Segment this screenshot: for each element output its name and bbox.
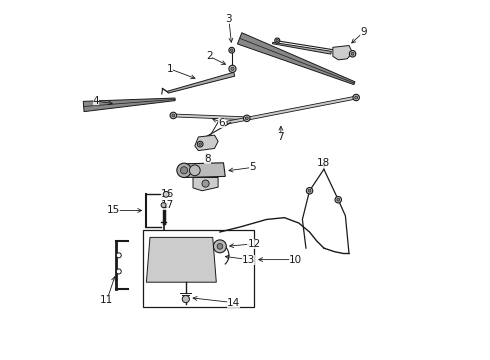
- Circle shape: [349, 50, 356, 57]
- Circle shape: [202, 180, 209, 187]
- Text: 9: 9: [360, 27, 367, 37]
- Circle shape: [351, 52, 354, 55]
- Text: 10: 10: [289, 255, 302, 265]
- Circle shape: [190, 165, 200, 176]
- Circle shape: [116, 269, 122, 274]
- Circle shape: [199, 143, 201, 145]
- Circle shape: [116, 253, 122, 258]
- Circle shape: [180, 167, 188, 174]
- Polygon shape: [272, 42, 331, 54]
- Text: 6: 6: [219, 118, 225, 128]
- Circle shape: [217, 243, 223, 249]
- Circle shape: [353, 94, 359, 101]
- Polygon shape: [147, 237, 216, 282]
- Text: 12: 12: [247, 239, 261, 249]
- Polygon shape: [193, 177, 218, 191]
- Circle shape: [276, 39, 278, 42]
- Circle shape: [335, 197, 342, 203]
- Circle shape: [161, 203, 166, 208]
- Circle shape: [170, 112, 176, 119]
- Polygon shape: [168, 72, 235, 93]
- Text: 14: 14: [227, 298, 240, 308]
- Circle shape: [245, 117, 248, 120]
- Circle shape: [214, 240, 226, 253]
- Circle shape: [244, 115, 250, 122]
- Circle shape: [275, 38, 280, 43]
- Text: 3: 3: [225, 14, 232, 24]
- Polygon shape: [333, 45, 353, 60]
- Text: 1: 1: [167, 64, 173, 74]
- Circle shape: [230, 49, 233, 51]
- Circle shape: [197, 141, 203, 147]
- Circle shape: [182, 296, 190, 303]
- Text: 15: 15: [106, 206, 120, 216]
- Circle shape: [306, 188, 313, 194]
- Circle shape: [229, 65, 236, 72]
- Text: 5: 5: [249, 162, 255, 172]
- Polygon shape: [173, 114, 247, 120]
- Text: 7: 7: [277, 132, 284, 142]
- Circle shape: [229, 47, 235, 53]
- Circle shape: [308, 189, 311, 192]
- Text: 11: 11: [100, 295, 114, 305]
- Text: 13: 13: [242, 255, 255, 265]
- Text: 17: 17: [161, 200, 174, 210]
- Text: 16: 16: [161, 189, 174, 199]
- Text: 18: 18: [317, 158, 331, 168]
- Circle shape: [337, 198, 340, 201]
- Text: 4: 4: [93, 96, 99, 106]
- Circle shape: [177, 163, 191, 177]
- Text: 8: 8: [204, 154, 211, 164]
- Polygon shape: [227, 96, 356, 124]
- Circle shape: [163, 192, 169, 197]
- Circle shape: [355, 96, 358, 99]
- Polygon shape: [184, 163, 225, 177]
- Polygon shape: [83, 98, 175, 112]
- Polygon shape: [238, 33, 355, 85]
- Bar: [143, 230, 254, 307]
- Polygon shape: [195, 135, 218, 150]
- Text: 2: 2: [206, 51, 213, 61]
- Circle shape: [172, 114, 175, 117]
- Circle shape: [231, 67, 234, 71]
